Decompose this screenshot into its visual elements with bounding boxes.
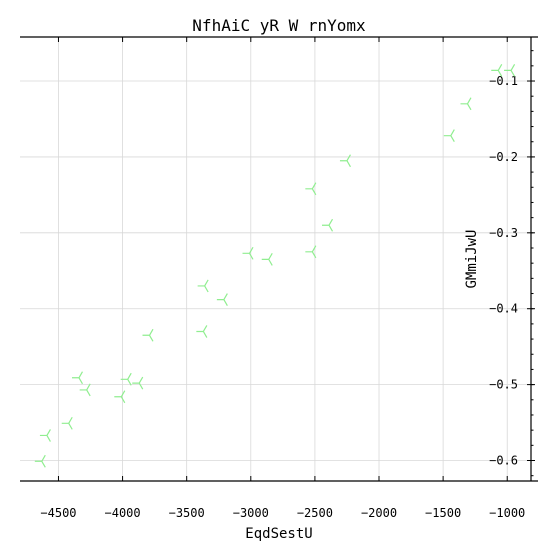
x-tick-label: −4000: [105, 506, 141, 520]
data-point: [71, 371, 83, 385]
axes: [20, 36, 538, 482]
y-axis-label: GMmiJwU: [464, 229, 480, 288]
x-axis-label: EqdSestU: [245, 526, 312, 542]
y-tick-label: −0.6: [489, 454, 518, 468]
data-point: [322, 218, 334, 232]
x-tick-label: −4500: [40, 506, 76, 520]
data-point: [34, 454, 46, 468]
data-point: [197, 279, 209, 293]
data-point: [114, 390, 126, 404]
data-point: [339, 154, 351, 168]
y-tick-label: −0.3: [489, 226, 518, 240]
y-ticks: −0.1 −0.2 −0.3 −0.4 −0.5 −0.6: [489, 50, 535, 477]
data-point: [261, 253, 273, 266]
y-tick-label: −0.1: [489, 74, 518, 88]
y-tick-label: −0.5: [489, 378, 518, 392]
data-point: [120, 372, 132, 386]
x-tick-label: −3500: [169, 506, 205, 520]
plot-frame: [20, 37, 538, 481]
data-point: [305, 182, 317, 196]
x-tick-label: −2500: [297, 506, 333, 520]
data-point: [142, 328, 154, 342]
data-point: [196, 325, 208, 338]
data-point: [39, 429, 51, 442]
data-point: [132, 376, 144, 390]
x-tick-label: −3000: [233, 506, 269, 520]
data-point: [79, 383, 91, 397]
data-point: [242, 246, 254, 260]
grid-lines: [20, 37, 531, 481]
x-tick-label: −1500: [425, 506, 461, 520]
data-point: [504, 64, 516, 77]
y-tick-label: −0.2: [489, 150, 518, 164]
data-point: [460, 97, 472, 111]
data-point: [443, 129, 455, 143]
data-point: [491, 64, 503, 77]
x-ticks: −4500 −4000 −3500 −3000 −2500 −2000 −1500 −1000: [40, 37, 525, 520]
x-tick-label: −2000: [361, 506, 397, 520]
x-tick-label: −1000: [489, 506, 525, 520]
data-point: [305, 245, 317, 259]
chart-title: NfhAiC yR W rnYomx: [192, 16, 366, 35]
y-tick-label: −0.4: [489, 302, 518, 316]
data-point: [61, 416, 73, 430]
data-point: [216, 293, 228, 306]
data-points: [34, 64, 516, 468]
